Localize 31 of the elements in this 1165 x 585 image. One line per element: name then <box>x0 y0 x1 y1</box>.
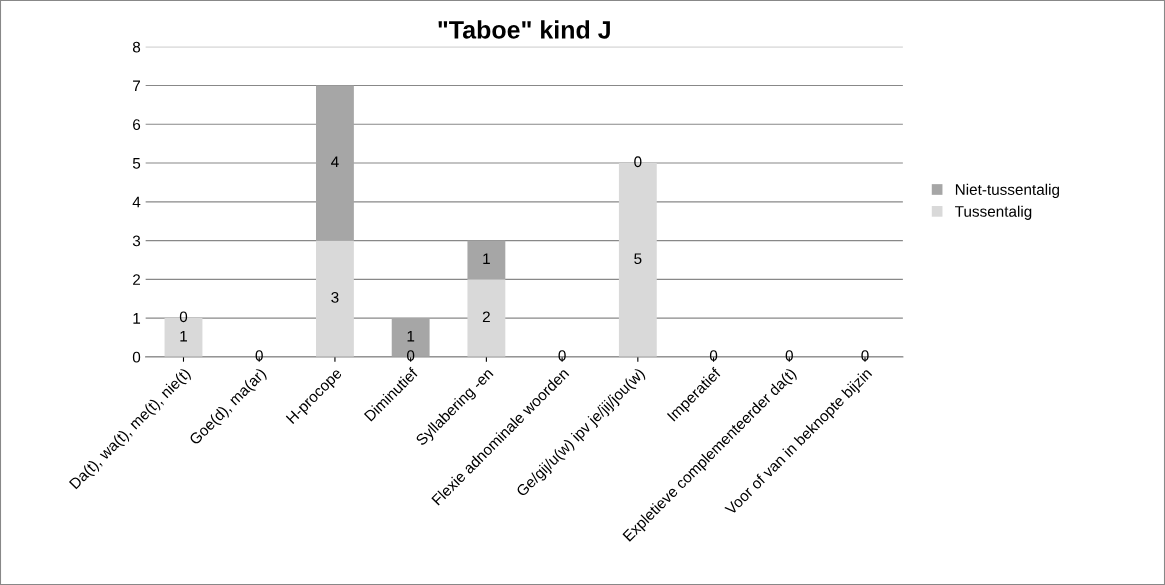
bar <box>316 240 354 357</box>
y-tick-label: 2 <box>133 274 140 285</box>
data-label: 0 <box>255 350 263 361</box>
y-tick-label: 7 <box>133 80 140 92</box>
y-tick-label: 6 <box>133 119 141 130</box>
data-label: 3 <box>331 292 339 303</box>
legend-label: Tussentalig <box>955 205 1032 220</box>
data-label: 0 <box>558 350 566 361</box>
y-tick-label: 1 <box>133 313 141 324</box>
data-label: 0 <box>709 350 718 361</box>
y-tick-label: 8 <box>132 41 141 53</box>
bar <box>467 279 506 357</box>
data-label: 0 <box>785 350 793 361</box>
legend-label: Niet-tussentalig <box>955 183 1059 199</box>
y-tick-label: 4 <box>132 196 141 208</box>
data-label: 0 <box>634 156 642 168</box>
data-label: 2 <box>482 311 490 323</box>
bar <box>467 240 506 280</box>
data-label: 1 <box>483 253 490 264</box>
data-label: 4 <box>331 156 339 168</box>
data-label: 0 <box>179 311 188 323</box>
y-tick-label: 0 <box>132 351 141 363</box>
data-label: 0 <box>407 350 415 361</box>
data-label: 1 <box>180 330 187 342</box>
bar <box>316 85 354 241</box>
data-label: 0 <box>861 350 869 361</box>
y-tick-label: 5 <box>132 158 141 169</box>
chart-title: "Taboe" kind J <box>438 20 610 39</box>
y-tick-label: 3 <box>132 235 141 247</box>
data-label: 5 <box>634 253 642 265</box>
data-label: 1 <box>407 330 415 342</box>
